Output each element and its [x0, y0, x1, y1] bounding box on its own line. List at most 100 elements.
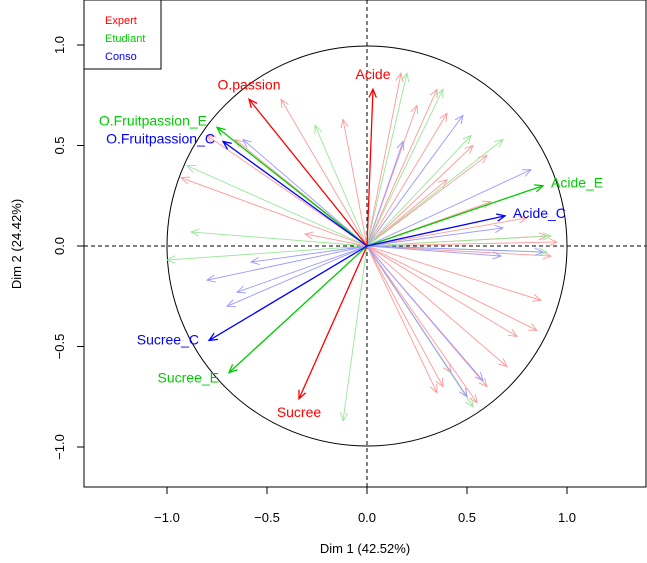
x-tick-label: 0.0 [358, 510, 376, 525]
vector-o-fruitpassion-e-shaft [216, 126, 368, 247]
supplementary-vector-52 [225, 245, 368, 307]
vector-acide-c [366, 213, 507, 247]
supplementary-vector-41 [366, 140, 405, 247]
vector-o-fruitpassion-c [221, 140, 368, 247]
supplementary-vector-23-head [234, 138, 244, 148]
vector-label-sucree: Sucree [277, 404, 322, 420]
supplementary-vector-52-shaft [226, 245, 368, 307]
x-tick-label: 1.0 [558, 510, 576, 525]
supplementary-vector-40 [366, 114, 464, 247]
supplementary-vector-5-shaft [366, 155, 488, 247]
supplementary-vector-2-shaft [366, 89, 438, 247]
supplementary-vector-18-shaft [366, 245, 438, 393]
supplementary-vector-8-shaft [366, 217, 528, 247]
supplementary-vector-22-shaft [280, 99, 368, 247]
vector-acide-e-shaft [366, 185, 544, 247]
vector-o-passion [248, 98, 368, 247]
supplementary-vector-29-shaft [366, 89, 444, 247]
supplementary-vector-26-head [303, 231, 314, 240]
vector-acide-e [366, 184, 545, 247]
supplementary-vector-44-head [534, 247, 545, 256]
supplementary-vector-49-shaft [250, 245, 368, 263]
supplementary-vector-14-shaft [366, 245, 508, 367]
supplementary-vector-3-head [439, 112, 448, 123]
supplementary-vector-24-head [206, 134, 216, 144]
x-tick-label: −0.5 [254, 510, 280, 525]
supplementary-vector-4-head [464, 144, 474, 154]
supplementary-vector-25-head [179, 176, 191, 185]
supplementary-vector-3 [366, 112, 448, 247]
supplementary-vector-35-shaft [342, 245, 368, 421]
y-tick-label: −1.0 [52, 434, 67, 460]
supplementary-vector-4 [366, 144, 474, 247]
y-axis: −1.0 −0.5 0.0 0.5 1.0 [52, 36, 84, 460]
vector-label-o-fruitpassion-e: O.Fruitpassion_E [99, 112, 207, 128]
supplementary-vector-22-head [280, 98, 289, 109]
vector-label-acide-c: Acide_C [513, 205, 566, 221]
vector-sucree-c [207, 245, 368, 342]
legend-entry-expert: Expert [105, 15, 137, 27]
supplementary-vector-19 [366, 245, 478, 404]
supplementary-vector-45-shaft [366, 245, 502, 257]
plot-area: Acide O.passion Sucree O.Fruitpassion_E Acid… [84, 0, 646, 487]
supplementary-vector-43-shaft [366, 227, 504, 247]
supplementary-vector-24 [206, 134, 368, 247]
supplementary-vector-39-head [165, 255, 176, 264]
supplementary-vector-31 [366, 138, 504, 247]
supplementary-vector-40-shaft [366, 115, 464, 247]
vector-sucree-shaft [298, 245, 368, 400]
supplementary-vector-17-head [435, 377, 444, 388]
vector-acide [366, 87, 377, 247]
vector-acide-c-shaft [366, 215, 506, 247]
vector-o-fruitpassion-c-head [221, 140, 232, 150]
supplementary-vector-42-shaft [366, 169, 532, 247]
vector-label-sucree-e: Sucree_E [158, 370, 219, 386]
supplementary-vector-37-shaft [186, 165, 368, 247]
supplementary-vector-38 [189, 228, 368, 247]
supplementary-vector-47-head [459, 387, 468, 398]
supplementary-vector-50-shaft [206, 245, 368, 281]
supplementary-vector-40-head [454, 114, 464, 125]
supplementary-vector-8-head [518, 215, 529, 224]
supplementary-vector-13-shaft [366, 245, 518, 337]
supplementary-vector-2 [366, 88, 438, 247]
x-axis: −1.0 −0.5 0.0 0.5 1.0 [154, 486, 576, 525]
supplementary-vector-29-head [435, 88, 444, 99]
supplementary-vector-14-head [498, 358, 508, 368]
legend-entry-etudiant: Etudiant [105, 33, 145, 45]
y-tick-label: 0.0 [52, 237, 67, 255]
legend-box [83, 0, 162, 70]
supplementary-vector-47 [366, 245, 468, 398]
vector-acide-e-head [533, 184, 545, 193]
supplementary-vector-42-head [521, 169, 533, 177]
supplementary-vector-42 [366, 169, 533, 247]
supplementary-vector-34-head [465, 397, 474, 408]
supplementary-vector-48 [242, 138, 368, 247]
supplementary-vector-6-shaft [366, 179, 448, 247]
supplementary-vector-18-head [429, 383, 438, 394]
supplementary-vector-43-head [494, 224, 505, 234]
supplementary-vector-37-head [185, 165, 197, 173]
vector-sucree [298, 245, 368, 401]
supplementary-vector-36-shaft [314, 125, 368, 247]
supplementary-vector-25 [179, 176, 368, 247]
supplementary-vector-28-head [401, 72, 410, 83]
supplementary-vector-15-head [478, 377, 488, 388]
vector-sucree-e-head [227, 364, 238, 374]
vector-acide-shaft [366, 89, 374, 247]
supplementary-vector-27-head [548, 238, 559, 247]
supplementary-vector-10-head [542, 251, 553, 260]
vector-label-acide-e: Acide_E [551, 175, 603, 191]
supplementary-vector-52-head [225, 299, 237, 307]
supplementary-vector-7-head [481, 200, 493, 209]
y-tick-label: −0.5 [52, 334, 67, 360]
supplementary-vector-48-head [242, 138, 252, 148]
supplementary-vector-46 [366, 245, 484, 382]
supplementary-vector-13 [366, 245, 518, 338]
supplementary-vector-1-head [410, 104, 419, 115]
supplementary-vector-41-shaft [366, 141, 404, 247]
supplementary-vector-38-head [189, 228, 200, 237]
supplementary-vector-45-head [492, 251, 503, 260]
supplementary-vector-32-head [542, 232, 553, 241]
supplementary-vector-3-shaft [366, 113, 448, 247]
